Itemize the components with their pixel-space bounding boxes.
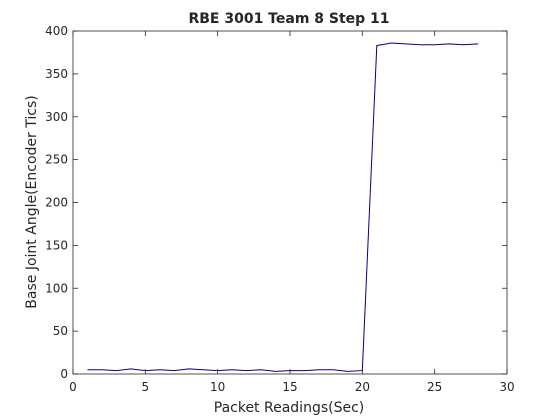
x-axis: 0 5 10 15 20 25 30: [69, 31, 515, 394]
y-axis-label: Base Joint Angle(Encoder Tics): [24, 95, 40, 308]
y-tick-label: 250: [45, 153, 68, 167]
series-layer: [87, 42, 479, 372]
x-axis-label: Packet Readings(Sec): [214, 400, 365, 416]
y-tick-label: 300: [45, 110, 68, 124]
y-tick-label: 350: [45, 67, 68, 81]
x-tick-label: 20: [355, 380, 370, 394]
y-tick-label: 0: [60, 367, 68, 381]
x-tick-label: 15: [282, 380, 297, 394]
x-tick-label: 0: [69, 380, 77, 394]
y-tick-label: 400: [45, 24, 68, 38]
x-tick-label: 5: [142, 380, 150, 394]
y-tick-label: 50: [53, 324, 68, 338]
x-tick-label: 30: [499, 380, 514, 394]
y-axis: 0 50 100 150 200 250 300 350 400: [45, 24, 507, 381]
plot-area: [72, 30, 508, 375]
y-tick-label: 200: [45, 196, 68, 210]
x-tick-label: 25: [427, 380, 442, 394]
y-tick-label: 100: [45, 281, 68, 295]
y-tick-label: 150: [45, 238, 68, 252]
x-tick-label: 10: [210, 380, 225, 394]
chart-title: RBE 3001 Team 8 Step 11: [188, 11, 389, 27]
series-line: [87, 42, 479, 372]
